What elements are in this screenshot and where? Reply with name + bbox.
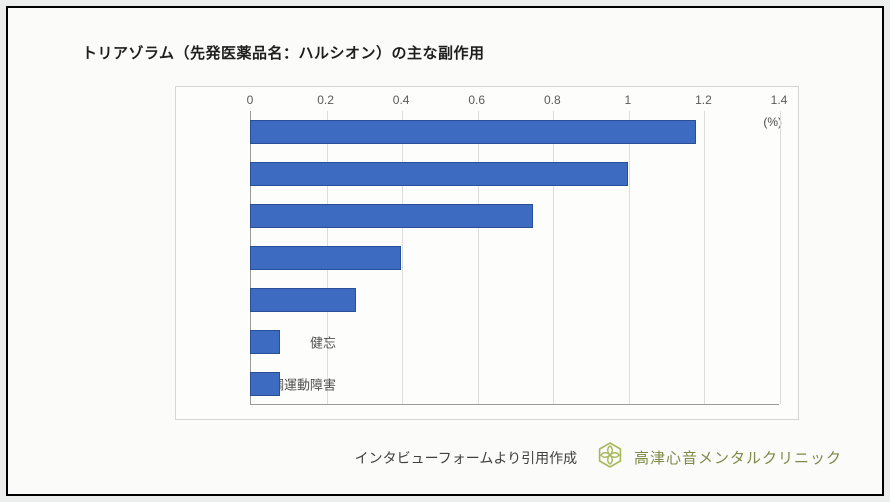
card: トリアゾラム（先発医薬品名：ハルシオン）の主な副作用 (%) 00.20.40.… [6, 6, 884, 496]
chart-container: (%) 00.20.40.60.811.21.4 傾眠ふらつき倦怠感頭重感頭痛健… [175, 86, 799, 420]
bar-row: 協調運動障害 [176, 363, 798, 405]
x-tick-label: 0 [247, 93, 254, 107]
x-tick-label: 0.6 [468, 93, 485, 107]
x-tick-label: 0.8 [544, 93, 561, 107]
footer: インタビューフォームより引用作成 高津心音メンタルクリニック [8, 441, 882, 474]
clinic-name: 高津心音メンタルクリニック [634, 447, 842, 468]
bar [250, 288, 356, 312]
bar [250, 120, 696, 144]
x-tick-label: 1.2 [695, 93, 712, 107]
bar-row: ふらつき [176, 153, 798, 195]
bar-row: 傾眠 [176, 111, 798, 153]
clinic-logo-icon [596, 441, 624, 474]
y-category-label: 健忘 [310, 333, 336, 352]
bar [250, 162, 628, 186]
x-tick-label: 0.2 [317, 93, 334, 107]
bar-row: 頭痛 [176, 279, 798, 321]
bar [250, 246, 401, 270]
bar-row: 健忘 [176, 321, 798, 363]
bar-row: 倦怠感 [176, 195, 798, 237]
chart-title: トリアゾラム（先発医薬品名：ハルシオン）の主な副作用 [82, 42, 485, 63]
bar [250, 372, 280, 396]
bar [250, 204, 533, 228]
source-text: インタビューフォームより引用作成 [355, 448, 577, 468]
x-tick-label: 0.4 [393, 93, 410, 107]
bar [250, 330, 280, 354]
x-tick-label: 1.4 [771, 93, 788, 107]
bar-row: 頭重感 [176, 237, 798, 279]
x-tick-label: 1 [625, 93, 632, 107]
